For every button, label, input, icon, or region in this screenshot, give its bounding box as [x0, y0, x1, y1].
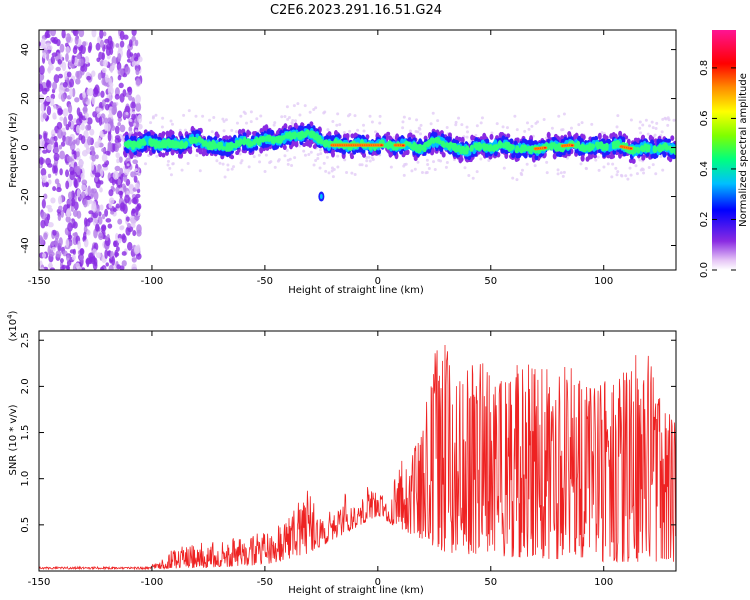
spectrogram-x-axis: -150 -100 -50 0 50 100 — [28, 30, 613, 287]
colorbar-axis: 0.0 0.2 0.4 0.6 0.8 — [699, 60, 736, 278]
x-tick-label: -100 — [141, 276, 164, 287]
y-tick-label: -20 — [20, 188, 31, 204]
spectrogram-plot-area — [39, 30, 676, 270]
spectrogram-frame — [38, 29, 677, 271]
spectrogram-x-label: Height of straight line (km) — [288, 285, 424, 296]
colorbar-tick-label: 0.2 — [699, 212, 710, 228]
y-tick-label: -40 — [20, 237, 31, 253]
x-tick-label: 100 — [594, 276, 613, 287]
y-tick-label: 0 — [20, 144, 31, 150]
spectrogram-panel: -150 -100 -50 0 50 100 -40 -20 0 20 40 Height of … — [8, 29, 677, 296]
colorbar-tick-label: 0.0 — [699, 262, 710, 278]
y-tick-label: 2.0 — [20, 378, 31, 394]
y-tick-label: 1.5 — [20, 425, 31, 441]
snr-frame — [38, 330, 677, 572]
noise-speckle — [39, 30, 143, 270]
x-tick-label: 0 — [375, 276, 381, 287]
x-tick-label: -150 — [28, 276, 51, 287]
snr-x-axis: -150 -100 -50 0 50 100 — [28, 331, 613, 588]
x-tick-label: -50 — [257, 276, 273, 287]
x-tick-label: -100 — [141, 577, 164, 588]
x-tick-label: -50 — [257, 577, 273, 588]
colorbar-label: Normalized spectral amplitude — [738, 73, 749, 227]
x-tick-label: 50 — [484, 577, 497, 588]
colorbar-tick-label: 0.4 — [699, 161, 710, 177]
snr-y-label: SNR (10 * v/v) — [8, 404, 19, 475]
snr-x-label: Height of straight line (km) — [288, 585, 424, 596]
colorbar-tick-label: 0.8 — [699, 60, 710, 76]
x-tick-label: 50 — [484, 276, 497, 287]
x-tick-label: -150 — [28, 577, 51, 588]
y-tick-label: 20 — [20, 92, 31, 105]
snr-line — [39, 344, 676, 571]
spectrogram-y-label: Frequency (Hz) — [8, 112, 19, 188]
x-tick-label: 100 — [594, 577, 613, 588]
snr-plot-area — [39, 344, 676, 571]
x-tick-label: 0 — [375, 577, 381, 588]
colorbar-gradient — [712, 30, 736, 270]
colorbar-tick-label: 0.6 — [699, 110, 710, 126]
figure-title: C2E6.2023.291.16.51.G24 — [270, 3, 442, 18]
snr-y-axis: 0.5 1.0 1.5 2.0 2.5 — [20, 332, 676, 533]
colorbar: 0.0 0.2 0.4 0.6 0.8 Normalized spectral ampl… — [699, 30, 749, 278]
spectral-ridge — [123, 121, 676, 164]
y-tick-label: 40 — [20, 43, 31, 56]
ridge-peaks — [330, 143, 634, 151]
y-tick-label: 0.5 — [20, 517, 31, 533]
y-tick-label: 2.5 — [20, 332, 31, 348]
y-tick-label: 1.0 — [20, 471, 31, 487]
spectrogram-y-axis: -40 -20 0 20 40 — [20, 43, 676, 254]
snr-panel: -150 -100 -50 0 50 100 0.5 1.0 1.5 2.0 2.5 Height… — [6, 310, 677, 596]
snr-scale-label: (x104) — [6, 310, 19, 341]
